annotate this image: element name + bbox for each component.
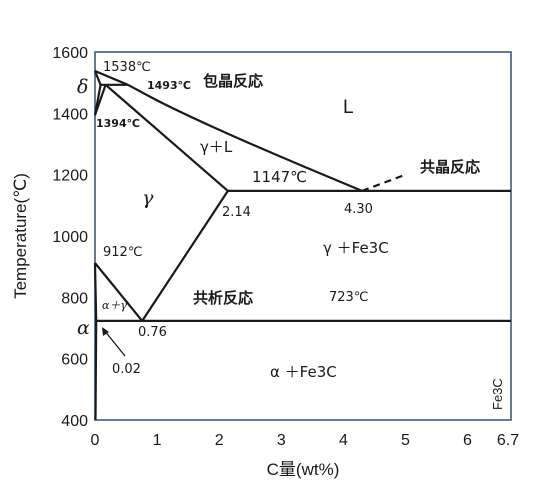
label-1493: 1493℃: [147, 79, 191, 92]
plot-frame: [94, 51, 512, 421]
label-peritectic: 包晶反応: [203, 72, 263, 90]
label-gamma-fe3c: γ ＋Fe3C: [323, 239, 389, 257]
x-tick-label: 2: [215, 432, 224, 449]
x-tick-label: 3: [277, 432, 286, 449]
label-0-76: 0.76: [138, 325, 167, 340]
y-axis-title: Temperature(℃): [11, 173, 30, 299]
gamma-solidus: [104, 83, 229, 192]
pointer-arrow-line: [103, 329, 126, 357]
tick-labels: 0 1 2 3 4 5 6 6.7 400 600 800 1000 1200 1400 1600: [52, 45, 519, 449]
x-tick-label: 6: [463, 432, 472, 449]
label-delta: δ: [77, 76, 88, 98]
a3-inner: [93, 262, 98, 321]
liquidus-gamma: [127, 83, 363, 192]
label-1147: 1147℃: [252, 168, 307, 186]
y-tick-label: 1200: [52, 168, 88, 185]
a3-line: [94, 262, 144, 322]
x-tick-label: 6.7: [497, 432, 519, 449]
label-gamma-liquid: γ＋L: [200, 138, 233, 156]
liquidus-delta: [94, 69, 129, 86]
label-912: 912℃: [103, 245, 142, 260]
y-tick-label: 1600: [52, 45, 88, 62]
delta-gamma-lower: [93, 84, 107, 116]
y-tick-label: 600: [61, 352, 88, 369]
y-tick-label: 400: [61, 413, 88, 430]
label-0-02: 0.02: [112, 362, 141, 377]
delta-solidus: [93, 70, 102, 86]
x-axis-title: C量(wt%): [267, 460, 340, 479]
y-tick-label: 1400: [52, 106, 88, 123]
metastable-extension: [361, 173, 406, 192]
label-alpha: α: [77, 317, 90, 339]
label-alpha-fe3c: α ＋Fe3C: [270, 363, 337, 381]
acm-line: [141, 190, 229, 322]
x-tick-label: 1: [153, 432, 162, 449]
label-2-14: 2.14: [222, 205, 251, 220]
phase-lines: [93, 69, 511, 421]
label-liquid: L: [343, 97, 354, 118]
label-gamma: γ: [142, 187, 154, 209]
label-eutectoid: 共析反応: [193, 289, 253, 307]
label-1538: 1538℃: [103, 60, 151, 75]
label-fe3c: Fe3C: [490, 378, 505, 410]
label-eutectic: 共晶反応: [420, 158, 480, 176]
x-tick-label: 5: [401, 432, 410, 449]
y-tick-label: 1000: [52, 229, 88, 246]
solvus-alpha: [94, 320, 98, 421]
x-tick-label: 4: [339, 432, 348, 449]
x-tick-label: 0: [91, 432, 100, 449]
label-4-30: 4.30: [344, 202, 373, 217]
label-1394: 1394℃: [96, 117, 140, 130]
y-tick-label: 800: [61, 290, 88, 307]
label-alpha-gamma: α＋γ: [102, 299, 127, 312]
label-723: 723℃: [329, 290, 368, 305]
pointer-arrow-head: [102, 327, 109, 336]
